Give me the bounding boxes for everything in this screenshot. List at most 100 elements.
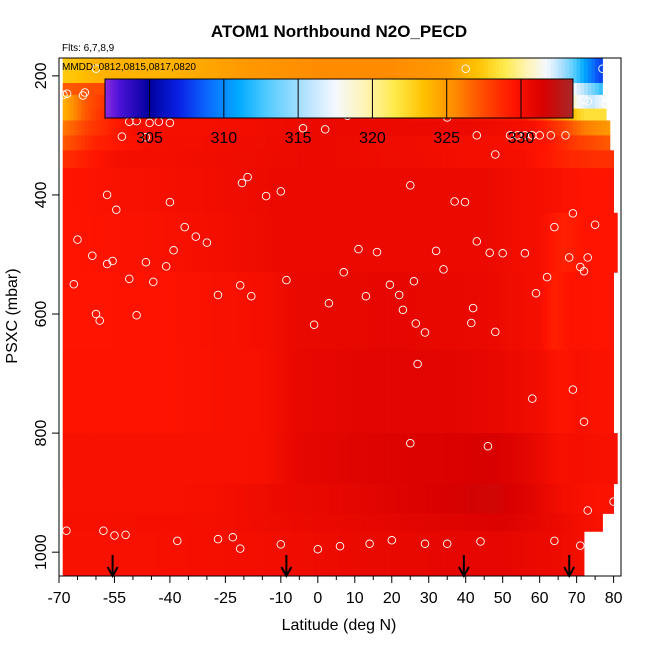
heatmap-cell bbox=[162, 120, 167, 136]
heatmap-cell bbox=[291, 531, 297, 576]
heatmap-cell bbox=[502, 483, 507, 514]
observation-point bbox=[542, 272, 552, 282]
heatmap-cell bbox=[576, 168, 581, 214]
heatmap-cell bbox=[447, 531, 452, 576]
heatmap-cell bbox=[77, 168, 82, 214]
heatmap-cell bbox=[328, 212, 334, 273]
heatmap-cell bbox=[195, 168, 200, 214]
heatmap-cell bbox=[347, 349, 352, 434]
heatmap-cell bbox=[484, 483, 489, 514]
heatmap-cell bbox=[476, 150, 481, 169]
heatmap-cell bbox=[498, 433, 504, 485]
heatmap-cell bbox=[506, 433, 511, 485]
heatmap-cell bbox=[369, 150, 374, 169]
observation-point bbox=[583, 253, 592, 262]
heatmap-cell bbox=[217, 433, 223, 485]
heatmap-cell bbox=[539, 58, 544, 84]
heatmap-cell bbox=[247, 531, 252, 576]
heatmap-cell bbox=[487, 120, 492, 136]
heatmap-cell bbox=[454, 58, 459, 84]
heatmap-cell bbox=[513, 212, 518, 273]
heatmap-cell bbox=[598, 212, 603, 273]
heatmap-cell bbox=[340, 483, 345, 514]
heatmap-cell bbox=[362, 272, 367, 351]
heatmap-cell bbox=[469, 135, 474, 151]
heatmap-cell bbox=[325, 349, 330, 434]
heatmap-cell bbox=[266, 58, 271, 84]
heatmap-cell bbox=[417, 349, 422, 434]
heatmap-cell bbox=[576, 150, 581, 169]
heatmap-cell bbox=[284, 168, 289, 214]
heatmap-cell bbox=[214, 168, 219, 214]
heatmap-cell bbox=[532, 212, 537, 273]
heatmap-cell bbox=[236, 135, 241, 151]
heatmap-cell bbox=[362, 58, 367, 84]
heatmap-cell bbox=[450, 272, 456, 351]
heatmap-cell bbox=[340, 212, 345, 273]
heatmap-cell bbox=[321, 212, 326, 273]
heatmap-cell bbox=[188, 135, 193, 151]
heatmap-cell bbox=[77, 94, 82, 109]
heatmap-cell bbox=[421, 349, 426, 434]
heatmap-cell bbox=[162, 212, 167, 273]
heatmap-cell bbox=[110, 212, 115, 273]
heatmap-cell bbox=[539, 272, 544, 351]
heatmap-cell bbox=[543, 135, 548, 151]
heatmap-cell bbox=[84, 531, 89, 576]
heatmap-cell bbox=[439, 513, 444, 532]
heatmap-cell bbox=[380, 58, 385, 84]
heatmap-cell bbox=[572, 108, 578, 121]
observation-point bbox=[583, 506, 592, 515]
heatmap-cell bbox=[107, 135, 112, 151]
heatmap-cell bbox=[454, 531, 459, 576]
observation-point bbox=[213, 290, 223, 300]
heatmap-cell bbox=[317, 272, 322, 351]
heatmap-cell bbox=[184, 135, 189, 151]
heatmap-cell bbox=[425, 120, 430, 136]
observation-point bbox=[91, 64, 101, 73]
heatmap-cell bbox=[277, 483, 282, 514]
heatmap-cell bbox=[314, 513, 319, 532]
heatmap-cell bbox=[340, 168, 345, 214]
heatmap-cell bbox=[121, 433, 126, 485]
heatmap-cell bbox=[410, 349, 415, 434]
heatmap-cell bbox=[391, 531, 396, 576]
heatmap-cell bbox=[436, 120, 441, 136]
heatmap-cell bbox=[458, 58, 463, 84]
heatmap-cell bbox=[118, 168, 123, 214]
heatmap-cell bbox=[532, 272, 537, 351]
heatmap-cell bbox=[447, 483, 452, 514]
heatmap-cell bbox=[70, 531, 75, 576]
heatmap-cell bbox=[406, 58, 411, 84]
heatmap-cell bbox=[162, 513, 167, 532]
heatmap-cell bbox=[487, 150, 492, 169]
heatmap-cell bbox=[132, 168, 138, 214]
observation-point bbox=[141, 132, 151, 142]
heatmap-cell bbox=[254, 120, 260, 136]
heatmap-cell bbox=[354, 349, 359, 434]
observation-point bbox=[235, 544, 245, 553]
heatmap-cell bbox=[373, 513, 378, 532]
heatmap-cell bbox=[243, 513, 248, 532]
heatmap-cell bbox=[517, 513, 522, 532]
heatmap-cell bbox=[169, 120, 175, 136]
heatmap-cell bbox=[606, 168, 611, 214]
heatmap-cell bbox=[199, 349, 204, 434]
heatmap-cell bbox=[487, 135, 492, 151]
heatmap-cell bbox=[473, 483, 478, 514]
colorbar-tick-label: 310 bbox=[211, 130, 238, 147]
heatmap-cell bbox=[495, 272, 500, 351]
heatmap-cell bbox=[181, 349, 186, 434]
heatmap-cell bbox=[210, 531, 215, 576]
heatmap-cell bbox=[365, 58, 370, 84]
chart-title: ATOM1 Northbound N2O_PECD bbox=[211, 22, 467, 41]
x-tick-label: -25 bbox=[214, 590, 237, 607]
heatmap-cell bbox=[336, 168, 341, 214]
observation-point bbox=[191, 232, 201, 241]
heatmap-cell bbox=[402, 433, 407, 485]
heatmap-cell bbox=[558, 349, 563, 434]
heatmap-cell bbox=[421, 513, 426, 532]
heatmap-cell bbox=[473, 212, 478, 273]
heatmap-cell bbox=[251, 272, 256, 351]
heatmap-cell bbox=[210, 120, 215, 136]
